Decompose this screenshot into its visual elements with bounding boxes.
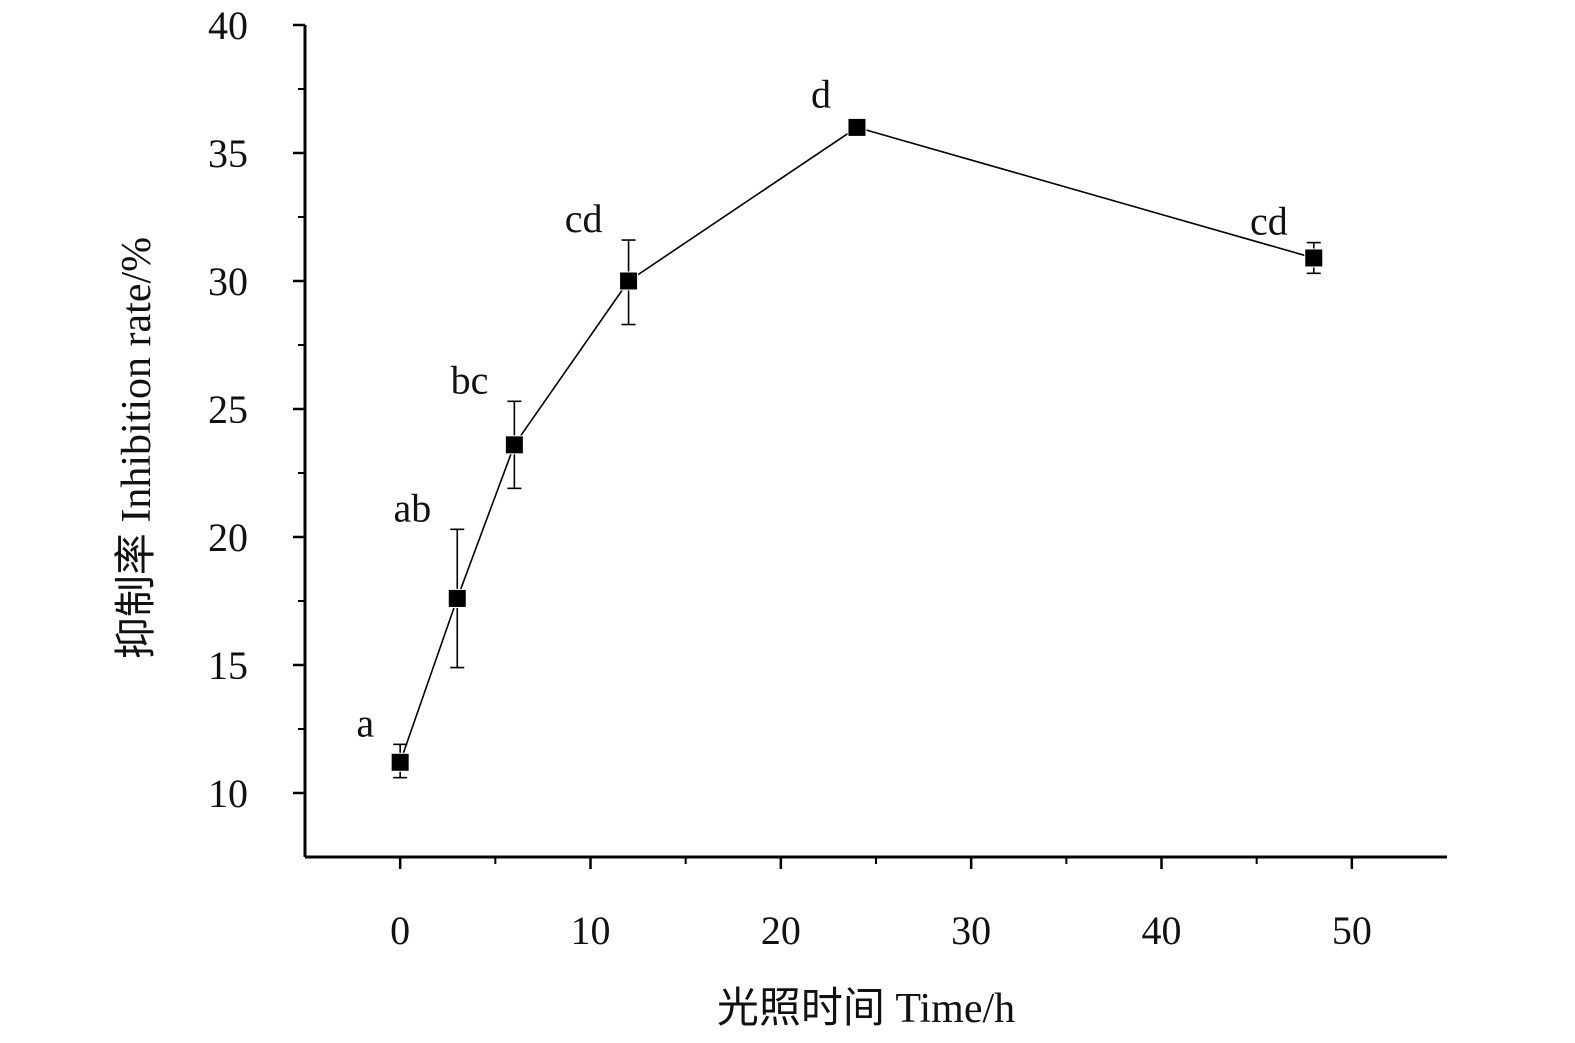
data-point [504,435,524,455]
x-tick-label: 30 [951,908,991,953]
significance-label: d [811,71,831,116]
x-tick-label: 40 [1142,908,1182,953]
y-tick-label: 20 [208,515,248,560]
data-point [619,271,639,291]
y-tick-label: 15 [208,643,248,688]
y-axis-title: 抑制率 Inhibition rate/% [113,237,160,659]
data-point [390,752,410,772]
significance-label: cd [1250,199,1288,244]
x-tick-label: 10 [571,908,611,953]
data-point [447,588,467,608]
y-tick-label: 35 [208,131,248,176]
data-point [847,117,867,137]
significance-label: ab [394,485,432,530]
significance-label: bc [451,357,489,402]
axes: 10 15 20 25 30 35 40 0 10 20 30 40 50 [208,3,1447,953]
x-axis-title: 光照时间 Time/h [717,986,1015,1032]
x-tick-label: 0 [390,908,410,953]
y-tick-label: 10 [208,771,248,816]
x-tick-label: 20 [761,908,801,953]
data-point [1304,248,1324,268]
x-tick-label: 50 [1332,908,1372,953]
series-line [399,126,1314,763]
y-tick-label: 30 [208,259,248,304]
marks: a ab bc cd d cd [356,71,1324,779]
y-tick-label: 40 [208,3,248,48]
significance-label: a [356,700,374,745]
significance-label: cd [565,196,603,241]
y-tick-label: 25 [208,387,248,432]
